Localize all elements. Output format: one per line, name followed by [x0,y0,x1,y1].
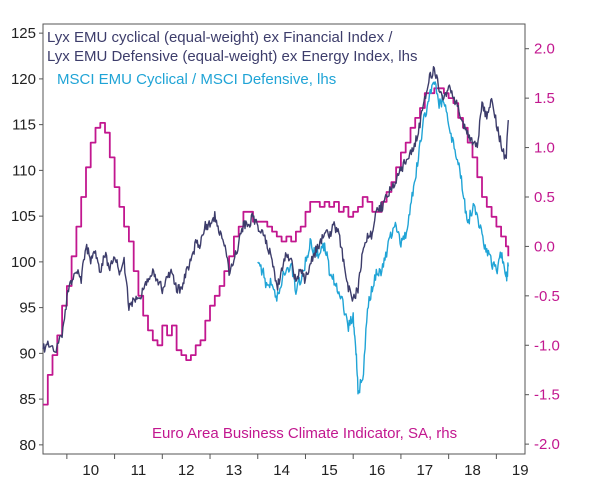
legend-lyx-line1: Lyx EMU cyclical (equal-weight) ex Finan… [47,29,393,46]
x-tick-label: 14 [273,462,290,479]
left-tick-label: 80 [19,437,36,454]
x-tick-label: 19 [512,462,529,479]
x-tick-label: 15 [321,462,338,479]
x-axis: 10 11 12 13 14 15 16 17 18 19 [66,454,529,479]
right-axis: -2.0 -1.5 -1.0 -0.5 0.0 0.5 1.0 1.5 2.0 [525,41,560,453]
series-line-msci [257,81,509,395]
right-tick-label: 1.5 [534,90,555,107]
right-tick-label: -1.5 [534,387,560,404]
left-tick-label: 105 [11,208,36,225]
right-tick-label: 0.0 [534,238,555,255]
legend-lyx-line2: Lyx EMU Defensive (equal-weight) ex Ener… [47,48,417,65]
left-tick-label: 85 [19,391,36,408]
left-tick-label: 90 [19,345,36,362]
legend-bci: Euro Area Business Climate Indicator, SA… [152,425,457,442]
right-tick-label: 2.0 [534,41,555,58]
legend-msci: MSCI EMU Cyclical / MSCI Defensive, lhs [57,71,336,88]
x-tick-label: 18 [464,462,481,479]
left-tick-label: 95 [19,300,36,317]
left-tick-label: 125 [11,25,36,42]
left-tick-label: 115 [12,117,36,134]
x-tick-label: 10 [82,462,99,479]
series-line-bci [43,87,510,406]
plot-area [42,23,526,455]
right-tick-label: -0.5 [534,288,560,305]
x-tick-label: 11 [131,462,147,479]
right-tick-label: 1.0 [534,140,555,157]
x-tick-label: 13 [226,462,243,479]
x-tick-label: 17 [416,462,433,479]
series-lines [42,66,510,406]
right-tick-label: -2.0 [534,436,560,453]
x-tick-label: 12 [178,462,195,479]
x-tick-label: 16 [369,462,386,479]
left-tick-label: 100 [11,254,36,271]
left-tick-label: 120 [11,71,36,88]
left-axis: 80 85 90 95 100 105 110 115 120 125 [11,25,43,454]
right-tick-label: -1.0 [534,337,560,354]
right-tick-label: 0.5 [534,189,555,206]
series-line-lyx [42,66,509,353]
left-tick-label: 110 [12,162,36,179]
